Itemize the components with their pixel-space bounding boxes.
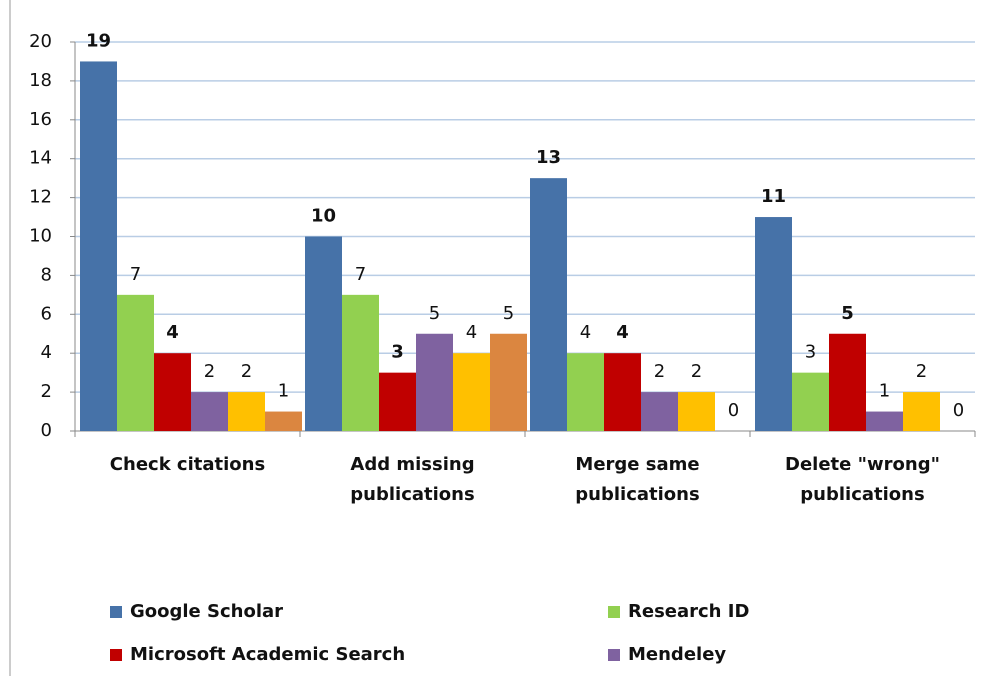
data-label: 2 bbox=[916, 361, 927, 382]
bar bbox=[755, 217, 792, 431]
bar bbox=[678, 392, 715, 431]
data-label: 5 bbox=[429, 303, 440, 324]
bar bbox=[228, 392, 265, 431]
data-label: 0 bbox=[953, 400, 964, 421]
data-label: 13 bbox=[536, 147, 561, 168]
data-label: 2 bbox=[204, 361, 215, 382]
bar bbox=[265, 411, 302, 431]
bar bbox=[416, 333, 453, 431]
bar bbox=[641, 392, 678, 431]
chart-frame bbox=[9, 0, 11, 676]
data-label: 0 bbox=[728, 400, 739, 421]
y-tick-label: 0 bbox=[41, 420, 52, 441]
bar bbox=[191, 392, 228, 431]
bar bbox=[866, 411, 903, 431]
legend-label: Mendeley bbox=[628, 644, 726, 665]
data-label: 3 bbox=[391, 342, 404, 363]
data-label: 4 bbox=[466, 322, 477, 343]
data-label: 1 bbox=[879, 381, 890, 402]
x-tick-label: Delete "wrong" publications bbox=[785, 454, 940, 505]
y-tick-label: 2 bbox=[41, 381, 52, 402]
data-label: 2 bbox=[241, 361, 252, 382]
data-label: 4 bbox=[166, 322, 179, 343]
y-tick-label: 20 bbox=[29, 31, 52, 52]
legend-label: Research ID bbox=[628, 601, 749, 622]
bar bbox=[567, 353, 604, 431]
bar bbox=[829, 333, 866, 431]
y-tick-label: 16 bbox=[29, 109, 52, 130]
y-tick-label: 6 bbox=[41, 303, 52, 324]
data-label: 4 bbox=[580, 322, 591, 343]
bar bbox=[342, 294, 379, 431]
legend-swatch bbox=[608, 649, 620, 661]
data-label: 19 bbox=[86, 30, 111, 51]
y-tick-label: 18 bbox=[29, 70, 52, 91]
bar bbox=[305, 236, 342, 431]
data-label: 4 bbox=[616, 322, 629, 343]
data-label: 5 bbox=[841, 303, 854, 324]
y-tick-label: 10 bbox=[29, 226, 52, 247]
data-label: 5 bbox=[503, 303, 514, 324]
y-tick-label: 8 bbox=[41, 264, 52, 285]
data-label: 3 bbox=[805, 342, 816, 363]
data-label: 11 bbox=[761, 186, 786, 207]
bar bbox=[117, 294, 154, 431]
data-label: 1 bbox=[278, 381, 289, 402]
y-tick-label: 4 bbox=[41, 342, 52, 363]
bar bbox=[154, 353, 191, 431]
bar bbox=[903, 392, 940, 431]
legend-swatch bbox=[110, 606, 122, 618]
bar bbox=[530, 178, 567, 431]
data-label: 2 bbox=[654, 361, 665, 382]
bar bbox=[379, 372, 416, 431]
data-label: 2 bbox=[691, 361, 702, 382]
data-label: 7 bbox=[130, 264, 141, 285]
x-tick-label: Check citations bbox=[109, 454, 266, 475]
bar bbox=[792, 372, 829, 431]
bar bbox=[604, 353, 641, 431]
y-tick-label: 12 bbox=[29, 187, 52, 208]
legend-label: Google Scholar bbox=[130, 601, 283, 622]
x-tick-label: Add missing publications bbox=[350, 454, 475, 505]
legend-swatch bbox=[608, 606, 620, 618]
legend-swatch bbox=[110, 649, 122, 661]
bar bbox=[490, 333, 527, 431]
data-label: 10 bbox=[311, 206, 336, 227]
legend-label: Microsoft Academic Search bbox=[130, 644, 405, 665]
bar bbox=[453, 353, 490, 431]
y-tick-label: 14 bbox=[29, 148, 52, 169]
x-tick-label: Merge same publications bbox=[575, 454, 700, 505]
data-label: 7 bbox=[355, 264, 366, 285]
bar bbox=[80, 61, 117, 431]
